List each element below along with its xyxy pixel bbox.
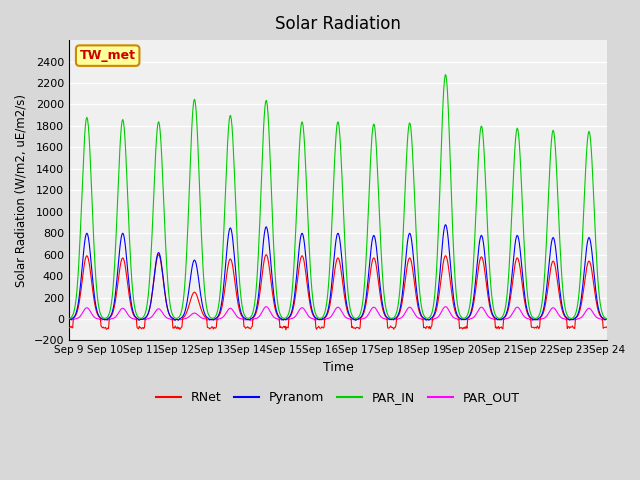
Title: Solar Radiation: Solar Radiation [275, 15, 401, 33]
RNet [75, 303, 83, 309]
PAR_IN [185, 204, 193, 209]
PAR_OUT [420, 317, 428, 323]
Line: PAR_OUT: PAR_OUT [69, 307, 607, 321]
PAR_OUT [213, 316, 221, 322]
PAR_IN [419, 310, 427, 316]
RNet [282, 327, 290, 333]
RNet [420, 324, 428, 330]
PAR_OUT [65, 317, 73, 323]
PAR_IN [603, 317, 611, 323]
Pyranom [351, 317, 359, 323]
RNet [405, 256, 413, 262]
RNet [65, 324, 73, 330]
Pyranom [603, 316, 611, 322]
Pyranom [130, 312, 138, 317]
Line: RNet: RNet [69, 255, 607, 330]
PAR_IN [403, 143, 411, 149]
Pyranom [442, 222, 449, 228]
PAR_OUT [75, 315, 83, 321]
Y-axis label: Solar Radiation (W/m2, uE/m2/s): Solar Radiation (W/m2, uE/m2/s) [15, 94, 28, 287]
Pyranom [420, 315, 428, 321]
PAR_OUT [442, 304, 449, 310]
Legend: RNet, Pyranom, PAR_IN, PAR_OUT: RNet, Pyranom, PAR_IN, PAR_OUT [151, 386, 525, 409]
RNet [186, 301, 193, 307]
Line: Pyranom: Pyranom [69, 225, 607, 320]
PAR_IN [75, 263, 83, 269]
PAR_OUT [130, 316, 138, 322]
RNet [155, 252, 163, 258]
X-axis label: Time: Time [323, 361, 353, 374]
Line: PAR_IN: PAR_IN [69, 75, 607, 320]
RNet [214, 314, 221, 320]
PAR_IN [65, 316, 73, 322]
RNet [603, 324, 611, 330]
Pyranom [75, 298, 83, 304]
PAR_IN [442, 72, 449, 78]
Pyranom [213, 314, 221, 320]
PAR_OUT [247, 318, 255, 324]
Pyranom [404, 236, 412, 242]
PAR_IN [130, 300, 138, 306]
Pyranom [185, 289, 193, 295]
PAR_IN [213, 310, 221, 315]
PAR_OUT [404, 305, 412, 311]
PAR_OUT [603, 316, 611, 322]
Text: TW_met: TW_met [79, 49, 136, 62]
PAR_OUT [185, 314, 193, 320]
RNet [130, 313, 138, 319]
Pyranom [65, 317, 73, 323]
